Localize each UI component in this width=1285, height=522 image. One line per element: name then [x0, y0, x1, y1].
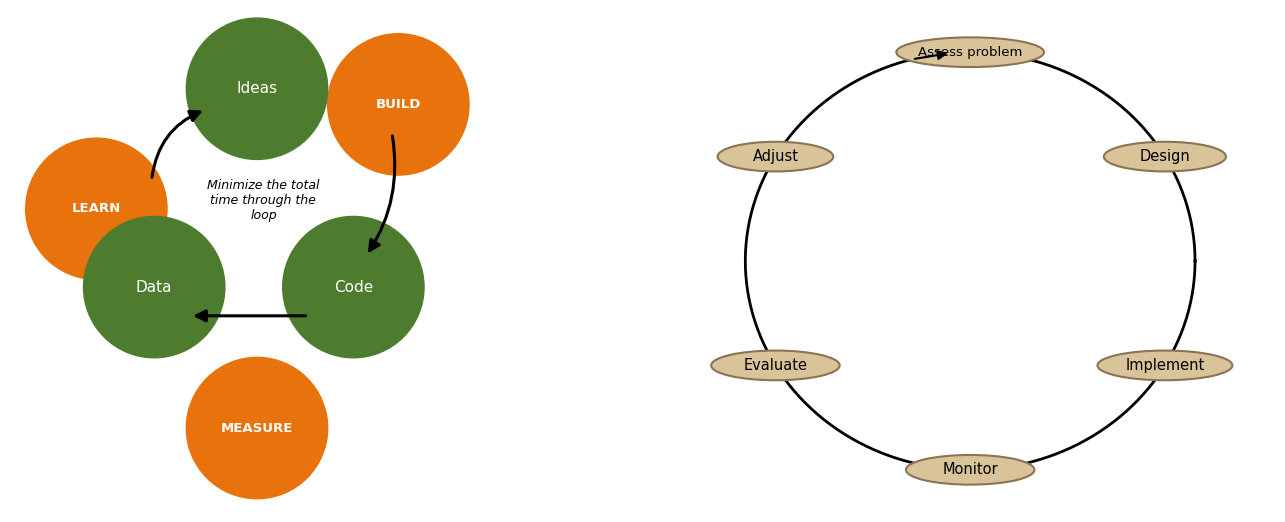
Ellipse shape	[186, 18, 328, 159]
Text: Assess problem: Assess problem	[917, 46, 1023, 58]
Ellipse shape	[897, 38, 1045, 67]
Ellipse shape	[283, 217, 424, 358]
Text: Adjust: Adjust	[753, 149, 798, 164]
Text: Data: Data	[136, 280, 172, 294]
Text: Monitor: Monitor	[942, 462, 998, 477]
Text: BUILD: BUILD	[375, 98, 421, 111]
Text: Code: Code	[334, 280, 373, 294]
Text: Design: Design	[1140, 149, 1190, 164]
Ellipse shape	[906, 455, 1034, 484]
Text: MEASURE: MEASURE	[221, 422, 293, 434]
Ellipse shape	[186, 358, 328, 499]
Ellipse shape	[26, 138, 167, 279]
Text: Minimize the total
time through the
loop: Minimize the total time through the loop	[207, 180, 320, 222]
Text: LEARN: LEARN	[72, 203, 121, 215]
Ellipse shape	[84, 217, 225, 358]
Text: Implement: Implement	[1126, 358, 1204, 373]
Text: Evaluate: Evaluate	[744, 358, 807, 373]
Ellipse shape	[711, 351, 839, 380]
Ellipse shape	[328, 34, 469, 175]
Text: Ideas: Ideas	[236, 81, 278, 96]
Ellipse shape	[1097, 351, 1232, 380]
Ellipse shape	[717, 142, 833, 171]
Ellipse shape	[1104, 142, 1226, 171]
